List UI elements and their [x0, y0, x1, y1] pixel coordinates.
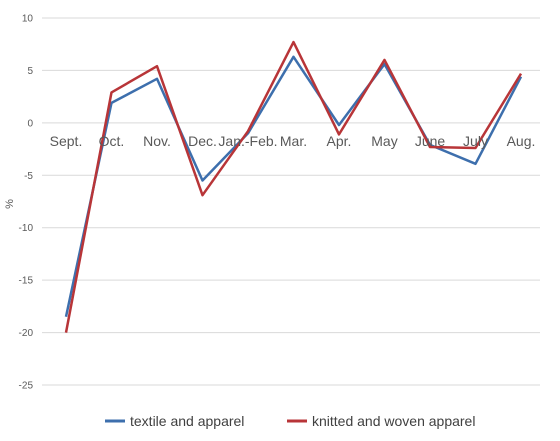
x-axis-tick-labels: Sept. Oct. Nov. Dec. Jan.-Feb. Mar. Apr. May Jun…: [50, 133, 536, 149]
x-tick-label: Aug.: [507, 133, 536, 149]
x-tick-label: July: [463, 133, 488, 149]
y-tick-label: -5: [24, 171, 33, 182]
y-tick-label: -25: [19, 381, 34, 392]
legend: textile and apparel knitted and woven app…: [105, 413, 475, 429]
x-tick-label: Oct.: [99, 133, 125, 149]
series-line-2: [64, 40, 523, 333]
series-lines: [64, 40, 523, 333]
x-tick-label: June: [415, 133, 446, 149]
y-tick-label: 0: [27, 118, 33, 129]
y-tick-label: -15: [19, 276, 34, 287]
x-tick-label: Apr.: [327, 133, 352, 149]
x-tick-label: May: [371, 133, 397, 149]
series-line-1: [64, 55, 523, 318]
gridlines: [42, 17, 540, 386]
y-axis-label: %: [4, 199, 16, 209]
legend-label: textile and apparel: [130, 413, 244, 429]
y-axis-tick-labels: 10 5 0 -5 -10 -15 -20 -25: [19, 14, 34, 392]
x-tick-label: Mar.: [280, 133, 307, 149]
y-tick-label: 10: [22, 14, 34, 25]
y-tick-label: -20: [19, 328, 34, 339]
x-tick-label: Sept.: [50, 133, 83, 149]
x-tick-label: Dec.: [188, 133, 217, 149]
y-tick-label: 5: [27, 66, 33, 77]
legend-label: knitted and woven apparel: [312, 413, 475, 429]
x-tick-label: Nov.: [143, 133, 171, 149]
y-tick-label: -10: [19, 223, 34, 234]
x-tick-label: Jan.-Feb.: [218, 133, 277, 149]
